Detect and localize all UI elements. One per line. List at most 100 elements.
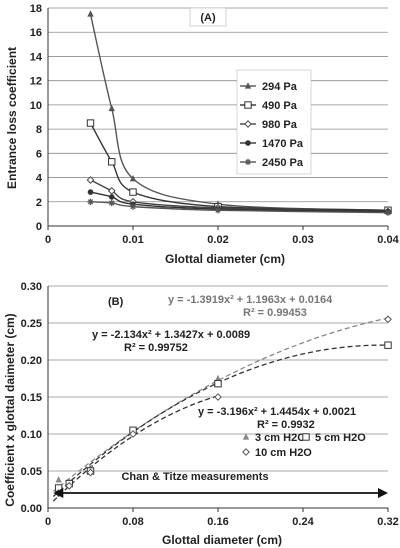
legend-marker <box>244 158 252 166</box>
data-point-2 <box>384 341 392 349</box>
x-tick-label: 0.24 <box>292 516 314 528</box>
data-point-1 <box>214 374 222 382</box>
y-tick-label: 0 <box>36 221 42 233</box>
data-point-3 <box>86 468 95 477</box>
y-tick-label: 4 <box>36 173 43 185</box>
panel-a-chart: 0 2 4 6 8 10 12 14 16 18 0 0.01 0.02 0.03 0.04 (A) 29… <box>5 3 400 266</box>
trendline-1 <box>52 317 389 492</box>
data-point-1 <box>108 104 115 112</box>
arrow-head-right <box>378 488 388 498</box>
panel-b-x-axis-title: Glottal diameter (cm) <box>162 533 282 547</box>
data-point-5 <box>87 198 94 205</box>
y-tick-label: 0.15 <box>21 392 42 404</box>
panel-a-series <box>86 10 392 216</box>
equation-1-line-2: R² = 0.99453 <box>243 307 307 319</box>
data-point-2 <box>108 158 116 166</box>
equation-2-line-2: R² = 0.99752 <box>124 342 188 354</box>
x-tick-label: 0 <box>45 516 51 528</box>
y-tick-label: 12 <box>30 76 42 88</box>
data-point-1 <box>129 174 137 182</box>
panel-a-label: (A) <box>200 12 216 24</box>
data-point-3 <box>129 430 137 438</box>
data-point-2 <box>214 379 222 388</box>
y-tick-label: 0.30 <box>21 281 42 293</box>
data-point-5 <box>129 203 137 210</box>
x-tick-label: 0.04 <box>377 234 399 246</box>
data-point-4 <box>87 189 94 195</box>
data-point-3 <box>214 393 222 401</box>
y-tick-label: 14 <box>30 51 43 63</box>
arrow-head-left <box>53 488 64 498</box>
data-point-3 <box>107 186 116 195</box>
measurement-range-label: Chan & Titze measurements <box>121 471 268 483</box>
data-point-2 <box>86 119 95 127</box>
y-tick-label: 6 <box>36 148 42 160</box>
data-point-5 <box>214 207 222 214</box>
y-tick-label: 0.05 <box>21 466 42 478</box>
x-tick-label: 0.16 <box>207 516 228 528</box>
legend-marker <box>244 120 252 128</box>
panel-a-label-box <box>189 7 227 27</box>
legend-label: 2450 Pa <box>262 157 304 169</box>
panel-b-x-ticks: 0 0.08 0.16 0.24 0.32 <box>45 516 399 528</box>
panel-b-chart: 0.00 0.05 0.10 0.15 0.20 0.25 0.30 0 0.08 0.16 0.… <box>3 281 399 547</box>
panel-a-x-axis-title: Glottal diameter (cm) <box>165 252 285 266</box>
data-point-3 <box>65 481 74 490</box>
y-tick-label: 18 <box>30 3 42 15</box>
x-tick-label: 0.03 <box>292 234 313 246</box>
series-line-4 <box>90 191 389 213</box>
data-point-3 <box>384 315 392 324</box>
legend-label: 490 Pa <box>262 100 298 112</box>
x-tick-label: 0.02 <box>207 234 228 246</box>
legend-label: 5 cm H2O <box>315 432 366 444</box>
data-point-3 <box>86 176 95 184</box>
x-tick-label: 0 <box>45 234 51 246</box>
data-point-5 <box>384 209 392 216</box>
panel-b-axes <box>47 286 389 512</box>
equation-3-line-2: R² = 0.9932 <box>257 419 315 431</box>
y-tick-label: 0.25 <box>21 318 42 330</box>
panel-a-gridlines <box>48 7 388 203</box>
legend-marker <box>302 433 310 441</box>
measurement-range-arrow <box>53 488 388 498</box>
panel-a-y-axis-title: Entrance loss coefficient <box>5 47 19 189</box>
y-tick-label: 16 <box>30 27 42 39</box>
y-tick-label: 0.20 <box>21 355 42 367</box>
data-point-2 <box>129 188 137 196</box>
y-tick-label: 10 <box>30 100 42 112</box>
y-tick-label: 0.00 <box>21 503 42 515</box>
equation-1-line-1: y = -1.3919x² + 1.1963x + 0.0164 <box>168 294 333 306</box>
panel-a-y-ticks: 0 2 4 6 8 10 12 14 16 18 <box>30 3 43 233</box>
data-point-5 <box>108 199 115 207</box>
legend-marker <box>242 433 250 440</box>
y-tick-label: 2 <box>36 197 42 209</box>
legend-marker <box>244 82 252 89</box>
y-tick-label: 8 <box>36 124 42 136</box>
trendline-3 <box>52 395 219 502</box>
panel-a-x-ticks: 0 0.01 0.02 0.03 0.04 <box>45 234 400 246</box>
legend-label: 10 cm H2O <box>255 447 312 459</box>
data-point-1 <box>55 476 62 483</box>
x-tick-label: 0.01 <box>122 234 143 246</box>
legend-marker <box>244 101 252 109</box>
x-tick-label: 0.08 <box>122 516 143 528</box>
data-point-1 <box>87 10 94 17</box>
equation-3-line-1: y = -3.196x² + 1.4454x + 0.0021 <box>198 406 356 418</box>
panel-b-y-ticks: 0.00 0.05 0.10 0.15 0.20 0.25 0.30 <box>21 281 42 515</box>
legend-label: 3 cm H2O <box>255 432 306 444</box>
equation-2-line-1: y = -2.134x² + 1.3427x + 0.0089 <box>92 329 250 341</box>
legend-marker <box>245 140 251 146</box>
x-tick-label: 0.32 <box>377 516 398 528</box>
y-tick-label: 0.10 <box>21 429 42 441</box>
legend-marker <box>242 448 250 456</box>
legend-label: 1470 Pa <box>262 138 304 150</box>
panel-b-y-axis-title: Coefficient x glottal daimeter (cm) <box>3 313 17 506</box>
legend-label: 980 Pa <box>262 119 298 131</box>
panel-a-axes <box>47 8 389 230</box>
panel-b-gridlines <box>48 285 388 472</box>
panel-b-label: (B) <box>108 296 124 308</box>
panel-a-legend: 294 Pa 490 Pa 980 Pa 1470 Pa 2450 Pa <box>240 81 304 169</box>
legend-label: 294 Pa <box>262 81 298 93</box>
